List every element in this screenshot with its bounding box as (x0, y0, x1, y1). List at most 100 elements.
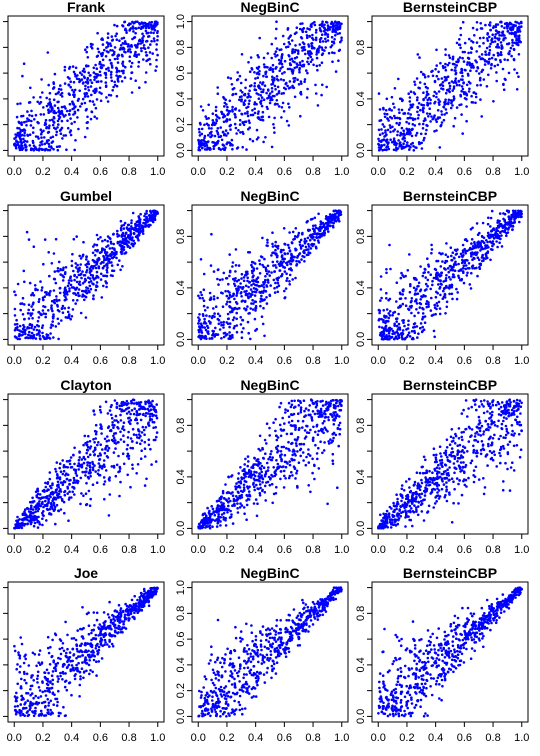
scatter-point (517, 215, 520, 219)
scatter-point (324, 40, 328, 43)
scatter-point (475, 41, 479, 44)
scatter-point (421, 312, 425, 315)
scatter-point (126, 45, 130, 48)
scatter-point (33, 325, 37, 329)
scatter-point (502, 37, 506, 40)
scatter-point (416, 110, 419, 114)
scatter-point (270, 56, 274, 60)
scatter-point (382, 318, 385, 322)
scatter-point (405, 120, 408, 124)
scatter-point (247, 119, 251, 122)
scatter-point (280, 54, 284, 57)
scatter-point (115, 74, 118, 77)
scatter-point (489, 21, 492, 24)
scatter-point (433, 303, 437, 307)
scatter-point (248, 99, 251, 102)
scatter-point (79, 502, 82, 506)
scatter-point (27, 317, 31, 320)
scatter-point (275, 266, 278, 269)
scatter-point (431, 279, 434, 283)
scatter-point (56, 493, 59, 497)
scatter-point (228, 300, 232, 304)
scatter-point (210, 134, 214, 137)
scatter-point (228, 270, 232, 274)
scatter-point (430, 296, 433, 300)
scatter-point (62, 464, 66, 467)
scatter-point (381, 148, 384, 152)
scatter-point (213, 123, 216, 126)
scatter-point (20, 143, 23, 147)
scatter-point (239, 81, 243, 85)
scatter-point (505, 42, 509, 46)
scatter-point (453, 248, 457, 252)
scatter-point (237, 129, 240, 132)
scatter-point (91, 100, 95, 103)
scatter-point (393, 116, 397, 120)
scatter-point (395, 121, 399, 125)
scatter-point (50, 323, 53, 327)
scatter-point (255, 66, 259, 70)
scatter-point (118, 39, 121, 42)
scatter-point (444, 68, 448, 72)
scatter-point (320, 61, 324, 64)
scatter-point (64, 271, 67, 274)
scatter-point (465, 274, 469, 277)
scatter-point (93, 453, 96, 456)
scatter-point (490, 209, 494, 213)
scatter-point (24, 148, 28, 152)
scatter-point (59, 93, 62, 96)
scatter-points (377, 20, 523, 152)
scatter-point (287, 246, 291, 249)
scatter-point (438, 251, 441, 255)
scatter-point (517, 26, 521, 30)
scatter-point (474, 101, 477, 105)
scatter-point (498, 212, 502, 215)
scatter-point (509, 46, 513, 50)
scatter-point (314, 38, 318, 42)
scatter-point (86, 287, 90, 290)
scatter-point (85, 50, 88, 54)
scatter-point (122, 421, 126, 425)
scatter-point (92, 103, 96, 106)
scatter-point (394, 317, 398, 321)
scatter-point (444, 108, 448, 111)
scatter-point (453, 69, 457, 72)
scatter-point (449, 268, 452, 272)
scatter-point (234, 126, 238, 130)
scatter-point (401, 293, 405, 296)
scatter-point (267, 89, 270, 92)
scatter-point (378, 325, 381, 329)
scatter-point (282, 42, 286, 46)
scatter-point (475, 50, 479, 53)
scatter-point (103, 480, 107, 483)
scatter-point (136, 235, 139, 239)
scatter-point (59, 488, 62, 491)
scatter-point (314, 245, 318, 249)
scatter-point (130, 221, 133, 225)
scatter-point (288, 280, 291, 283)
scatter-point (85, 258, 88, 261)
scatter-point (77, 288, 81, 291)
scatter-point (29, 334, 32, 338)
scatter-point (395, 324, 399, 328)
scatter-point (254, 77, 257, 80)
scatter-point (476, 66, 479, 69)
scatter-point (39, 141, 42, 144)
scatter-point (393, 87, 397, 90)
scatter-point (495, 227, 498, 230)
scatter-point (28, 323, 32, 327)
scatter-point (450, 80, 454, 83)
scatter-point (155, 65, 158, 68)
scatter-point (419, 322, 423, 325)
scatter-point (331, 30, 334, 33)
scatter-point (108, 261, 112, 264)
scatter-point (340, 22, 343, 26)
scatter-point (20, 334, 23, 337)
scatter-point (489, 216, 493, 220)
scatter-point (45, 139, 49, 142)
scatter-point (388, 310, 392, 313)
scatter-point (283, 289, 286, 293)
scatter-point (258, 272, 262, 275)
scatter-point (95, 263, 98, 266)
scatter-point (461, 56, 464, 60)
